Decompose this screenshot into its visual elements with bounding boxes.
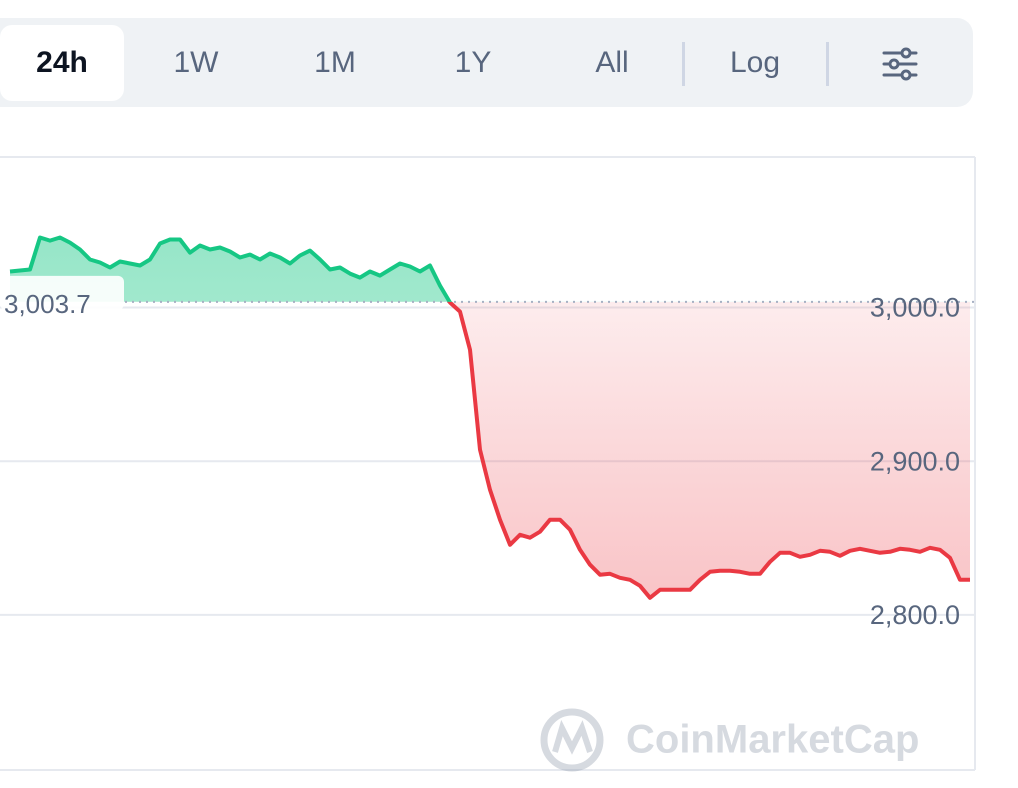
price-line-down [447, 301, 970, 600]
tab[interactable]: All [595, 46, 629, 79]
watermark-text: CoinMarketCap [626, 718, 919, 762]
watermark: CoinMarketCap [540, 708, 919, 772]
price-line-up [9, 235, 453, 302]
separator [826, 42, 829, 86]
y-tick-label: 2,800.0 [870, 600, 960, 630]
y-tick-label: 2,900.0 [870, 446, 960, 476]
tab[interactable]: Log [729, 46, 781, 79]
tab[interactable]: 1Y [454, 46, 492, 79]
baseline-label-box [0, 275, 124, 310]
tab[interactable]: 24h [0, 25, 124, 101]
range-tabs: 24h 1W 1M 1Y All Log [0, 18, 973, 107]
baseline-label: 3,003.7 [4, 289, 91, 319]
separator [682, 42, 685, 86]
settings-icon[interactable] [880, 44, 920, 84]
tab[interactable]: 1W [173, 46, 219, 79]
tab[interactable]: 1M [314, 46, 356, 79]
y-tick-label: 3,000.0 [870, 293, 960, 323]
area-down [10, 301, 970, 598]
